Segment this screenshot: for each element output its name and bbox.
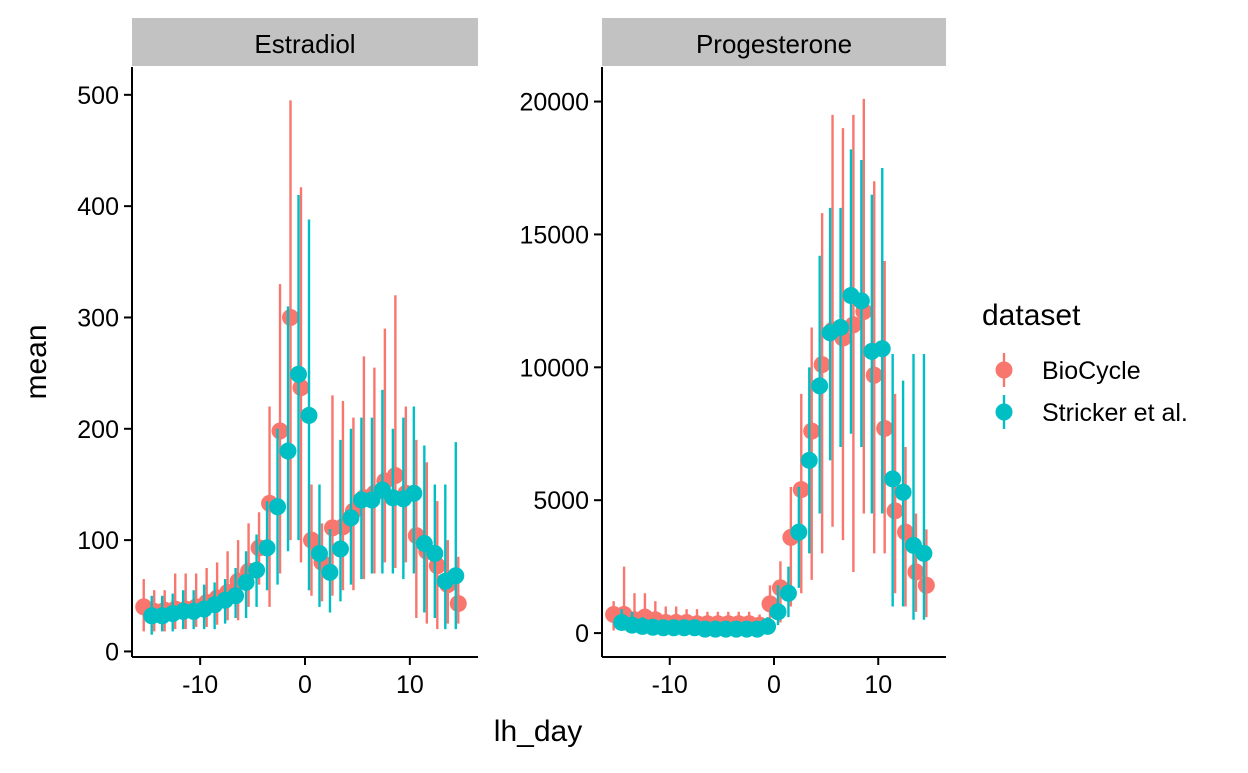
x-tick-label: -10 xyxy=(652,671,688,699)
data-point xyxy=(331,540,349,558)
data-point xyxy=(884,470,902,488)
facet-strip-label: Estradiol xyxy=(254,29,355,59)
y-axis-title: mean xyxy=(20,324,53,399)
data-point xyxy=(269,498,287,516)
data-point xyxy=(907,563,925,581)
data-point xyxy=(279,442,297,460)
data-point xyxy=(779,584,797,602)
data-point xyxy=(271,422,289,440)
data-point xyxy=(282,308,300,326)
data-point xyxy=(876,419,894,437)
series-stricker-et-al xyxy=(143,195,465,635)
data-point xyxy=(258,539,276,557)
data-point xyxy=(426,544,444,562)
y-tick-label: 300 xyxy=(77,304,119,332)
data-point xyxy=(227,587,245,605)
data-point xyxy=(865,366,883,384)
legend-entry: BioCycle xyxy=(995,353,1141,387)
data-point xyxy=(873,340,891,358)
data-point xyxy=(302,531,320,549)
data-point xyxy=(292,379,310,397)
y-tick-label: 400 xyxy=(77,193,119,221)
data-point xyxy=(310,544,328,562)
data-point xyxy=(792,481,810,499)
legend-entries: BioCycle Stricker et al. xyxy=(995,353,1188,429)
data-point xyxy=(449,595,467,613)
data-point xyxy=(897,523,915,541)
y-tick-label: 100 xyxy=(77,527,119,555)
data-point xyxy=(917,576,935,594)
legend-key-point xyxy=(995,403,1013,421)
legend-label: Stricker et al. xyxy=(1042,399,1188,427)
x-tick-label: -10 xyxy=(182,671,218,699)
y-tick-label: 10000 xyxy=(519,354,589,382)
facet-strip xyxy=(132,18,478,66)
data-point xyxy=(405,484,423,502)
legend-title: dataset xyxy=(982,299,1081,332)
panel-progesterone: Progesterone 0 5000 10000 15000 20000 -10 0 10 xyxy=(519,18,946,699)
facet-strip xyxy=(602,18,946,66)
x-tick-label: 0 xyxy=(767,671,781,699)
legend-label: BioCycle xyxy=(1042,357,1141,385)
x-tick-label: 10 xyxy=(396,671,424,699)
legend-key-point xyxy=(995,361,1013,379)
data-point xyxy=(790,523,808,541)
legend: dataset BioCycle Stricker et al. xyxy=(982,299,1188,429)
data-point xyxy=(300,406,318,424)
data-point xyxy=(852,292,870,310)
x-tick-label: 10 xyxy=(864,671,892,699)
data-point xyxy=(290,365,308,383)
data-point xyxy=(894,483,912,501)
data-point xyxy=(886,502,904,520)
x-tick-label: 0 xyxy=(298,671,312,699)
data-point xyxy=(811,377,829,395)
data-point xyxy=(447,567,465,585)
data-point xyxy=(237,573,255,591)
data-point xyxy=(800,451,818,469)
x-axis-title: lh_day xyxy=(494,715,582,748)
data-point xyxy=(386,467,404,485)
y-tick-label: 200 xyxy=(77,416,119,444)
series-biocycle xyxy=(135,100,467,632)
series-biocycle xyxy=(605,98,935,634)
data-point xyxy=(915,544,933,562)
y-tick-label: 0 xyxy=(575,620,589,648)
data-point xyxy=(803,422,821,440)
data-point xyxy=(248,561,266,579)
data-point xyxy=(321,563,339,581)
data-point xyxy=(813,356,831,374)
data-point xyxy=(832,318,850,336)
facet-strip-label: Progesterone xyxy=(696,29,852,59)
y-tick-label: 15000 xyxy=(519,221,589,249)
y-tick-label: 20000 xyxy=(519,89,589,117)
panel-estradiol: Estradiol 0 100 200 300 400 500 -10 0 10 xyxy=(77,18,478,699)
legend-entry: Stricker et al. xyxy=(995,395,1188,429)
data-point xyxy=(342,509,360,527)
data-point xyxy=(769,603,787,621)
data-point xyxy=(759,617,777,635)
y-tick-label: 0 xyxy=(105,638,119,666)
y-tick-label: 500 xyxy=(77,82,119,110)
data-point xyxy=(844,316,862,334)
y-tick-label: 5000 xyxy=(533,487,589,515)
series-stricker-et-al xyxy=(613,149,933,638)
